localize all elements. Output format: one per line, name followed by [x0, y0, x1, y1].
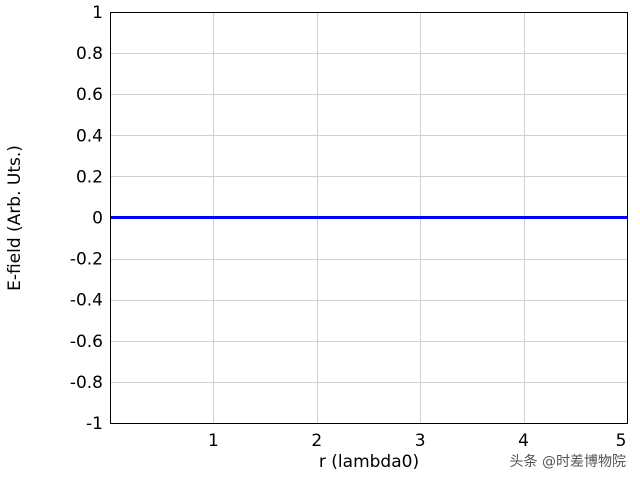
- y-axis-label: E-field (Arb. Uts.): [5, 145, 25, 291]
- y-tick-label: 0: [92, 209, 103, 229]
- y-tick-label: 0.4: [76, 126, 103, 146]
- x-tick-labels: 1 2 3 4 5: [208, 431, 626, 451]
- y-tick-label: -0.4: [70, 291, 103, 311]
- x-tick-label: 2: [311, 431, 322, 451]
- watermark: 头条 @时差博物院: [510, 453, 626, 470]
- plot-frame: [110, 12, 628, 424]
- x-tick-label: 5: [616, 431, 627, 451]
- y-tick-label: -0.2: [70, 250, 103, 270]
- grid: [110, 12, 627, 423]
- x-axis-label: r (lambda0): [319, 452, 419, 472]
- y-tick-label: -0.6: [70, 332, 103, 352]
- y-tick-label: -1: [86, 414, 103, 434]
- x-tick-label: 4: [518, 431, 529, 451]
- y-tick-label: 1: [92, 3, 103, 23]
- x-tick-label: 1: [208, 431, 219, 451]
- y-tick-labels: 1 0.8 0.6 0.4 0.2 0 -0.2 -0.4 -0.6 -0.8 -1: [70, 3, 103, 434]
- y-tick-label: 0.2: [76, 167, 103, 187]
- y-tick-label: 0.6: [76, 85, 103, 105]
- y-tick-label: -0.8: [70, 373, 103, 393]
- x-tick-label: 3: [415, 431, 426, 451]
- y-tick-label: 0.8: [76, 44, 103, 64]
